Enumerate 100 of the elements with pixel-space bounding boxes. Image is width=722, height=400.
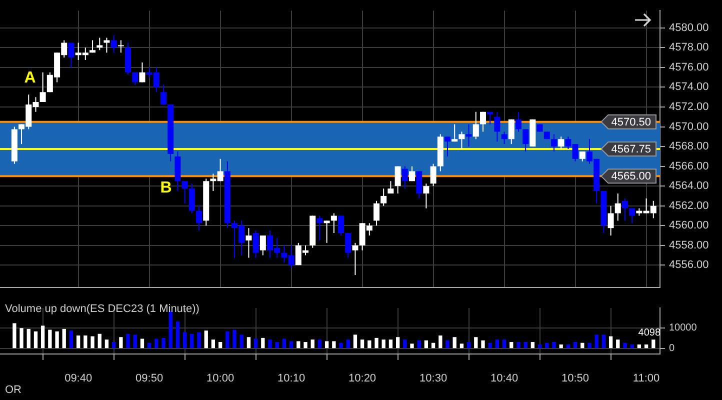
candlestick bbox=[423, 183, 430, 209]
y-tick-label: 4578.00 bbox=[669, 42, 709, 54]
candlestick bbox=[558, 136, 564, 150]
bar bbox=[452, 337, 456, 348]
bar bbox=[183, 332, 187, 348]
y-tick-label: 4576.00 bbox=[669, 61, 709, 74]
candlestick bbox=[110, 34, 117, 54]
bar bbox=[34, 331, 38, 348]
bar bbox=[396, 337, 400, 348]
candlestick bbox=[501, 131, 508, 145]
candlestick bbox=[188, 183, 195, 214]
x-tick-label: 09:50 bbox=[136, 372, 164, 385]
bar bbox=[339, 342, 343, 348]
bar bbox=[275, 342, 279, 348]
y-tick-label: 4556.00 bbox=[669, 259, 709, 272]
bar bbox=[353, 334, 358, 348]
bar bbox=[608, 336, 613, 348]
candlestick bbox=[402, 166, 408, 190]
bar bbox=[332, 341, 336, 348]
bar bbox=[26, 328, 30, 348]
bar bbox=[474, 337, 478, 348]
bar bbox=[211, 340, 216, 348]
candlestick bbox=[409, 166, 415, 182]
y-tick-label: 4572.00 bbox=[669, 101, 709, 114]
bar bbox=[246, 337, 251, 348]
candlestick bbox=[352, 242, 358, 276]
bar bbox=[438, 335, 442, 348]
bar bbox=[112, 342, 116, 348]
candlestick bbox=[96, 37, 103, 51]
candlestick bbox=[380, 188, 387, 206]
bar bbox=[133, 334, 137, 348]
chart-title: Volume up down(ES DEC23 (1 Minute)) bbox=[5, 303, 200, 315]
bar bbox=[382, 340, 386, 348]
candlestick bbox=[452, 124, 458, 142]
y-tick-label: 4564.00 bbox=[669, 180, 709, 192]
y-tick-label: 4558.00 bbox=[669, 239, 709, 252]
bar bbox=[566, 344, 570, 348]
bar bbox=[552, 342, 556, 348]
x-tick-label: 10:40 bbox=[490, 372, 518, 385]
bar bbox=[62, 328, 66, 348]
candlestick bbox=[494, 111, 500, 142]
bar bbox=[20, 328, 24, 348]
bar bbox=[254, 338, 258, 348]
x-tick-label: 10:20 bbox=[348, 372, 376, 385]
candlestick bbox=[252, 230, 259, 258]
bar bbox=[602, 334, 606, 348]
bar bbox=[190, 334, 194, 348]
candlestick bbox=[515, 111, 522, 132]
bar bbox=[446, 340, 450, 348]
bar bbox=[261, 338, 265, 348]
bar bbox=[524, 342, 528, 348]
bar bbox=[424, 340, 428, 348]
candlestick bbox=[246, 228, 252, 258]
bar bbox=[226, 331, 230, 348]
bar bbox=[197, 332, 201, 348]
candlestick bbox=[160, 84, 167, 106]
candlestick bbox=[522, 128, 529, 152]
bar bbox=[588, 342, 592, 348]
bar bbox=[652, 340, 656, 348]
bar bbox=[431, 342, 436, 348]
bar bbox=[240, 334, 244, 348]
bar bbox=[218, 342, 222, 348]
bar bbox=[502, 340, 506, 348]
candlestick bbox=[550, 134, 557, 152]
candlestick bbox=[338, 215, 344, 236]
bar bbox=[48, 330, 52, 348]
bar bbox=[282, 338, 286, 348]
bar bbox=[516, 342, 520, 348]
bar bbox=[388, 340, 393, 348]
x-tick-label: 11:00 bbox=[632, 372, 660, 385]
bar bbox=[360, 340, 364, 348]
bar bbox=[268, 340, 272, 348]
candlestick bbox=[324, 220, 330, 244]
x-tick-label: 09:40 bbox=[64, 372, 92, 385]
candlestick bbox=[472, 111, 479, 140]
bar bbox=[40, 326, 45, 348]
bar bbox=[98, 334, 102, 348]
bar bbox=[559, 344, 563, 348]
bar bbox=[318, 340, 322, 348]
bar bbox=[289, 341, 294, 348]
bar bbox=[510, 342, 514, 348]
bar bbox=[55, 331, 59, 348]
candlestick bbox=[196, 205, 202, 232]
bar bbox=[119, 337, 123, 348]
bar bbox=[417, 340, 421, 348]
candlestick bbox=[374, 200, 380, 226]
bar bbox=[324, 341, 329, 348]
bar bbox=[84, 335, 88, 348]
candlestick bbox=[388, 180, 394, 194]
bar bbox=[154, 338, 158, 348]
bar bbox=[232, 330, 236, 348]
y-tick-label: 4570.00 bbox=[669, 120, 709, 133]
text: OR bbox=[5, 384, 22, 396]
ref-line-label: 4567.75 bbox=[611, 144, 652, 156]
bar bbox=[594, 334, 598, 348]
bar bbox=[126, 334, 130, 348]
bar bbox=[644, 344, 648, 348]
x-tick-label: 10:00 bbox=[206, 372, 234, 385]
bar bbox=[495, 340, 500, 348]
candlestick bbox=[182, 180, 188, 204]
